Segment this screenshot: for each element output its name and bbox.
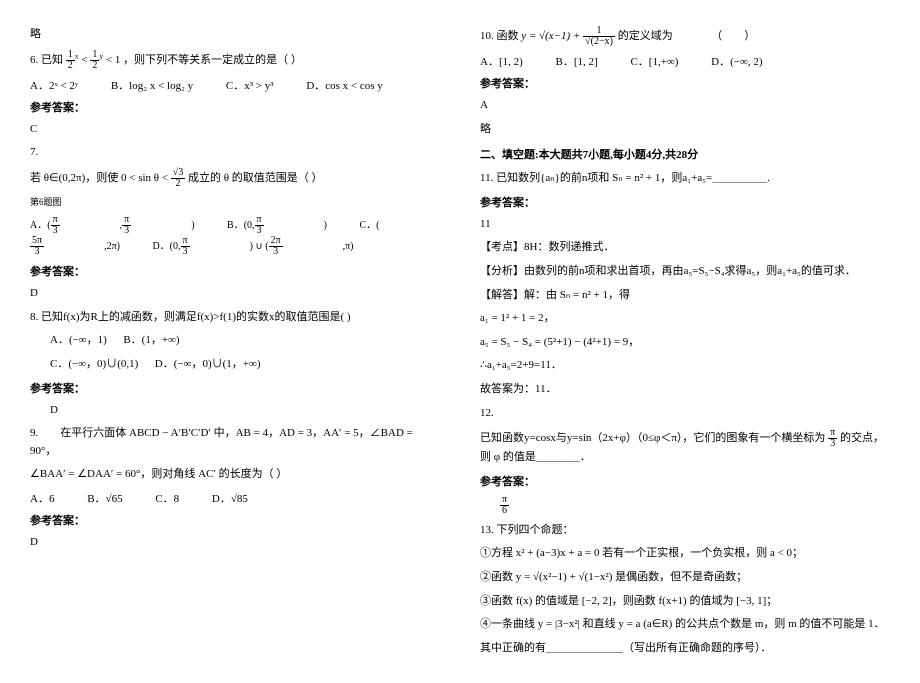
q13-tail: 其中正确的有＿＿＿＿＿＿＿（写出所有正确命题的序号）． [480, 640, 890, 658]
q8-ans: D [30, 402, 440, 420]
q7-optB: B．(0,π3) [227, 220, 327, 231]
q6-ans-label: 参考答案： [30, 99, 440, 115]
q9-optD: D．√85 [212, 493, 248, 505]
text-lue: 略 [30, 26, 440, 44]
q8-optB: B．(1，+∞) [123, 334, 179, 346]
q9-optA: A．6 [30, 493, 54, 505]
q8-options: A．(−∞，1) B．(1，+∞) C．(−∞，0)∪(0,1) D．(−∞，0… [30, 332, 440, 373]
right-column: 10. 函数 y = √(x−1) + 1√(2−x) 的定义域为 （ ） A．… [480, 20, 890, 663]
frac-1-sqrt2x: 1√(2−x) [583, 26, 615, 47]
q8-optA: A．(−∞，1) [50, 334, 107, 346]
q10-ans-label: 参考答案： [480, 75, 890, 91]
q13-head: 13. 下列四个命题： [480, 522, 890, 540]
q6-options: A．2ˣ < 2ʸ B．log₂ x < log₂ y C．x³ > y³ D．… [30, 77, 440, 93]
q6-stem-post: ，则下列不等关系一定成立的是（ ） [123, 54, 302, 66]
q10-lue: 略 [480, 121, 890, 139]
q10-optC: C．[1,+∞) [630, 56, 678, 68]
q13-p4: ④一条曲线 y = |3−x²| 和直线 y = a (a∈R) 的公共点个数是… [480, 616, 890, 634]
q7-cond-pre: 若 θ∈(0,2π)，则使 [30, 172, 118, 184]
q13-p2: ②函数 y = √(x²−1) + √(1−x²) 是偶函数，但不是奇函数； [480, 569, 890, 587]
q9-optC: C．8 [155, 493, 179, 505]
q7-options: A．(π3,π3) B．(0,π3) C．(5π3,2π) D．(0,π3) ∪… [30, 215, 440, 257]
q11-sol-h: 【解答】解：由 Sₙ = n² + 1，得 [480, 287, 890, 305]
q11-ans-label: 参考答案： [480, 194, 890, 210]
q11-analysis: 【分析】由数列的前n项和求出首项，再由a₅=S₅−S₄求得a₅，则a₁+a₅的值… [480, 263, 890, 281]
page-root: 略 6. 已知 12x < 12y < 1 ，则下列不等关系一定成立的是（ ） … [30, 20, 890, 663]
q9-optB: B．√65 [87, 493, 122, 505]
q9-ans-label: 参考答案： [30, 512, 440, 528]
frac-pi-3: π3 [828, 428, 837, 449]
q10-stem: 10. 函数 y = √(x−1) + 1√(2−x) 的定义域为 （ ） [480, 26, 890, 47]
q10-stem-post: 的定义域为 （ ） [618, 30, 756, 42]
q11-s4: 故答案为：11． [480, 381, 890, 399]
q9-stem2: ∠BAA′ = ∠DAA′ = 60°，则对角线 AC′ 的长度为（ ） [30, 466, 440, 484]
q7-num: 7. [30, 144, 440, 162]
frac-pi-6: π6 [500, 495, 509, 516]
q7-note: 第6题图 [30, 195, 440, 209]
q10-options: A．[1, 2) B．[1, 2] C．[1,+∞) D．(−∞, 2) [480, 53, 890, 69]
q10-optA: A．[1, 2) [480, 56, 523, 68]
q8-optC: C．(−∞，0)∪(0,1) [50, 358, 138, 370]
q8-ans-label: 参考答案： [30, 380, 440, 396]
q12-num: 12. [480, 405, 890, 423]
q10-stem-pre: 10. 函数 [480, 30, 519, 42]
q11-point: 【考点】8H：数列递推式． [480, 239, 890, 257]
frac-half-y: 12 [90, 50, 99, 71]
q11-stem: 11. 已知数列{aₙ}的前n项和 Sₙ = n² + 1，则a₁+a₅=＿＿＿… [480, 170, 890, 188]
q6-optB: B．log₂ x < log₂ y [111, 80, 193, 92]
q6-optA: A．2ˣ < 2ʸ [30, 80, 78, 92]
left-column: 略 6. 已知 12x < 12y < 1 ，则下列不等关系一定成立的是（ ） … [30, 20, 440, 663]
q13-p1: ①方程 x² + (a−3)x + a = 0 若有一个正实根，一个负实根，则 … [480, 545, 890, 563]
q6-stem-pre: 6. 已知 [30, 54, 63, 66]
q10-optD: D．(−∞, 2) [711, 56, 762, 68]
q8-optD: D．(−∞，0)∪(1，+∞) [155, 358, 261, 370]
q9-ans: D [30, 534, 440, 552]
section-2-head: 二、填空题:本大题共7小题,每小题4分,共28分 [480, 146, 890, 162]
q7-ans-label: 参考答案： [30, 263, 440, 279]
q8-stem: 8. 已知f(x)为R上的减函数，则满足f(x)>f(1)的实数x的取值范围是(… [30, 309, 440, 327]
q6-ans: C [30, 121, 440, 139]
q7-optD: D．(0,π3) ∪ (2π3,π) [152, 241, 353, 252]
q12-ans: π6 [480, 495, 890, 516]
q7-optA: A．(π3,π3) [30, 220, 195, 231]
q12-stem: 已知函数y=cosx与y=sin（2x+φ）（0≤φ＜π），它们的图象有一个横坐… [480, 428, 890, 467]
q7-cond-post: 成立的 θ 的取值范围是（ ） [188, 172, 323, 184]
q13-p3: ③函数 f(x) 的值域是 [−2, 2]，则函数 f(x+1) 的值域为 [−… [480, 593, 890, 611]
frac-sqrt3-2: √32 [171, 168, 186, 189]
q10-ans: A [480, 97, 890, 115]
q6-optC: C．x³ > y³ [226, 80, 274, 92]
q6-stem: 6. 已知 12x < 12y < 1 ，则下列不等关系一定成立的是（ ） [30, 50, 440, 71]
q11-s1: a₁ = 1² + 1 = 2， [480, 310, 890, 328]
frac-half-x: 12 [66, 50, 75, 71]
q12-ans-label: 参考答案： [480, 473, 890, 489]
q11-ans: 11 [480, 216, 890, 234]
q9-options: A．6 B．√65 C．8 D．√85 [30, 490, 440, 506]
q11-s2: a₅ = S₅ − S₄ = (5²+1) − (4²+1) = 9， [480, 334, 890, 352]
q7-stem: 若 θ∈(0,2π)，则使 0 < sin θ < √32 成立的 θ 的取值范… [30, 168, 440, 189]
q6-optD: D．cos x < cos y [306, 80, 382, 92]
q10-optB: B．[1, 2] [556, 56, 598, 68]
q9-stem1: 9. 在平行六面体 ABCD − A′B′C′D′ 中，AB = 4，AD = … [30, 425, 440, 460]
q7-ans: D [30, 285, 440, 303]
q11-s3: ∴a₁+a₅=2+9=11． [480, 357, 890, 375]
